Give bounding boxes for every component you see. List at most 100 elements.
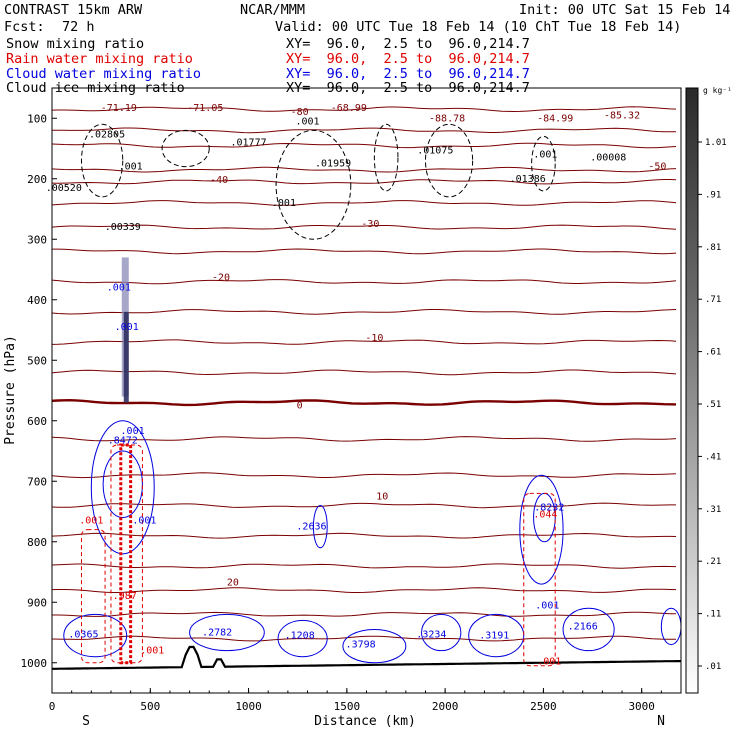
x-tick-label: 0 (49, 700, 56, 713)
colorbar-tick-label: 1.01 (705, 138, 727, 148)
colorbar (685, 87, 699, 694)
model-title: CONTRAST 15km ARW (4, 2, 143, 18)
valid-time: Valid: 00 UTC Tue 18 Feb 14 (10 ChT Tue … (275, 19, 682, 35)
isotherm-label: -10 (365, 333, 383, 344)
cloud-ice-contour (373, 123, 399, 192)
isotherm-line (52, 472, 677, 479)
rain-max-label: .001 (140, 646, 164, 657)
cloud-water-contour (342, 628, 407, 664)
snow-max-label: .00339 (105, 222, 141, 233)
rain-max-label: .001 (537, 657, 561, 668)
isotherm-label: -80 (291, 107, 309, 118)
isotherm-line (52, 127, 677, 134)
y-tick-label: 300 (27, 233, 47, 246)
snow-max-label: .00008 (590, 153, 626, 164)
snow-max-label: .01777 (231, 137, 267, 148)
cloud-water-max-label: .001 (535, 600, 559, 611)
isotherm-line (52, 587, 677, 593)
cloud-ice-contour (275, 129, 352, 240)
x-tick-label: 1000 (235, 700, 262, 713)
cloud-water-contour (63, 613, 128, 658)
isotherm-label: 20 (227, 577, 239, 588)
colorbar-tick-label: .71 (705, 295, 721, 305)
colorbar-tick-label: .91 (705, 190, 721, 200)
isotherm-line (52, 179, 677, 185)
cloud-water-max-label: .8232 (534, 502, 564, 513)
isotherm-line (52, 106, 677, 113)
isotherm-label: 10 (376, 491, 388, 502)
cloud-water-contour (562, 607, 615, 652)
plot-frame (51, 87, 682, 694)
field-xy-rain: XY= 96.0, 2.5 to 96.0,214.7 (286, 51, 530, 67)
isotherm-line (52, 200, 677, 206)
cloud-water-max-label: .001 (132, 516, 156, 527)
cloud-water-contour (312, 504, 328, 549)
cloud-ice-contour (531, 135, 556, 192)
isotherm-line (52, 142, 677, 149)
cloud-ice-contour (80, 123, 124, 198)
minimum-temp-label: -68.99 (331, 103, 367, 114)
y-tick-label: 1000 (21, 657, 48, 670)
snow-max-label: .01959 (315, 159, 351, 170)
isotherm-line (52, 279, 677, 285)
terrain-line (52, 645, 681, 670)
cloud-water-contour (519, 474, 564, 585)
colorbar-tick-label: .21 (705, 557, 721, 567)
snow-max-label: .02805 (89, 130, 125, 141)
y-axis-label: Pressure (hPa) (3, 335, 18, 445)
cloud-water-contour (102, 450, 143, 519)
minimum-temp-label: -85.32 (604, 110, 640, 121)
fcst-value: 72 h (62, 19, 95, 35)
colorbar-unit: g kg⁻¹ (703, 86, 732, 95)
y-tick-label: 900 (27, 596, 47, 609)
x-tick-label: 2000 (432, 700, 459, 713)
colorbar-tick-label: .01 (705, 662, 721, 672)
cloud-water-max-label: .8472 (108, 436, 138, 447)
colorbar-tick-label: .41 (705, 452, 721, 462)
cloud-water-contour (189, 613, 265, 652)
cloud-ice-contour (161, 129, 210, 168)
minimum-temp-label: -84.99 (537, 113, 573, 124)
x-tick-label: 3000 (628, 700, 655, 713)
cloud-water-max-label: .3191 (479, 631, 509, 642)
isotherm-line (52, 563, 677, 569)
org-label: NCAR/MMM (240, 2, 306, 18)
cloud-water-contour (468, 613, 525, 658)
cloud-water-contour (277, 619, 328, 658)
x-tick-label: 1500 (334, 700, 361, 713)
cloud-water-max-label: .001 (121, 426, 145, 437)
isotherm-line (52, 224, 677, 230)
cloud-water-max-label: .3798 (346, 640, 376, 651)
cloud-water-max-label: .2166 (568, 621, 598, 632)
isotherm-label: 0 (297, 401, 303, 412)
y-tick-label: 700 (27, 475, 47, 488)
minimum-temp-label: -88.78 (429, 113, 465, 124)
rain-max-label: .001 (79, 516, 103, 527)
convective-core (123, 311, 129, 403)
cloud-water-max-label: .2782 (202, 628, 232, 639)
rain-max-label: .987 (113, 591, 137, 602)
y-tick-label: 500 (27, 354, 47, 367)
field-name-rain: Rain water mixing ratio (6, 51, 193, 67)
init-time: Init: 00 UTC Sat 15 Feb 14 (519, 2, 731, 18)
isotherm-label: -40 (210, 175, 228, 186)
isotherm-line (52, 339, 677, 345)
cloud-water-max-label: .1208 (285, 631, 315, 642)
rain-contour (80, 529, 106, 664)
snow-max-label: .01386 (510, 174, 546, 185)
isotherm-line (52, 635, 677, 642)
field-name-cloudwater: Cloud water mixing ratio (6, 66, 202, 82)
x-tick-label: 500 (140, 700, 160, 713)
cloud-ice-contour (424, 123, 474, 198)
rain-contour (523, 492, 556, 667)
colorbar-tick-label: .61 (705, 348, 721, 358)
fcst-label: Fcst: (4, 19, 45, 35)
isotherm-line (52, 309, 677, 315)
colorbar-tick-label: .81 (705, 243, 721, 253)
y-tick-label: 600 (27, 415, 47, 428)
cloud-water-contour (660, 607, 681, 646)
endpoint-right: N (657, 714, 665, 729)
colorbar-tick-label: .31 (705, 505, 721, 515)
cloud-water-max-label: .001 (107, 283, 131, 294)
field-xy-cloudwater: XY= 96.0, 2.5 to 96.0,214.7 (286, 66, 530, 82)
